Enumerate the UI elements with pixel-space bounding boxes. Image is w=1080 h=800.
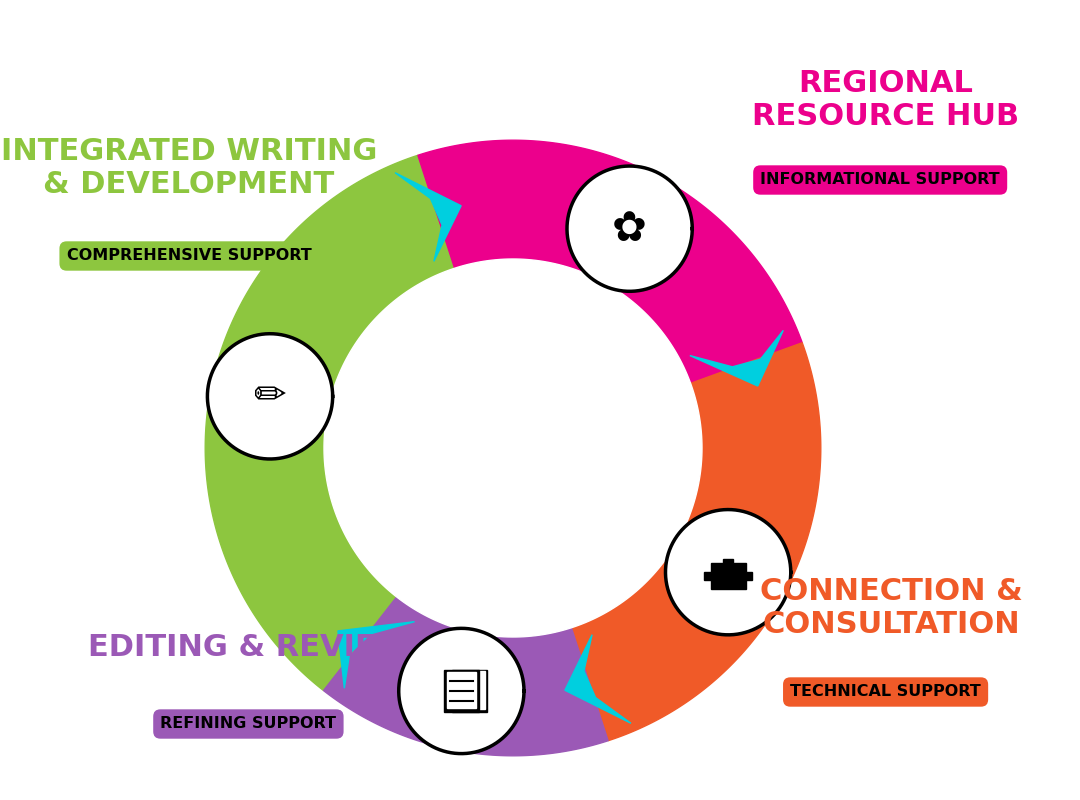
Polygon shape xyxy=(207,334,333,459)
Polygon shape xyxy=(665,510,791,635)
Polygon shape xyxy=(324,597,608,756)
Text: TECHNICAL SUPPORT: TECHNICAL SUPPORT xyxy=(791,685,981,699)
Text: ❤: ❤ xyxy=(728,572,729,573)
Polygon shape xyxy=(571,342,821,741)
Text: REFINING SUPPORT: REFINING SUPPORT xyxy=(161,717,336,731)
Text: COMPREHENSIVE SUPPORT: COMPREHENSIVE SUPPORT xyxy=(67,249,311,263)
Polygon shape xyxy=(453,670,487,712)
Text: INFORMATIONAL SUPPORT: INFORMATIONAL SUPPORT xyxy=(760,173,1000,187)
Text: ✏: ✏ xyxy=(254,378,286,415)
Text: INTEGRATED WRITING
& DEVELOPMENT: INTEGRATED WRITING & DEVELOPMENT xyxy=(1,137,377,199)
Text: ✿: ✿ xyxy=(612,208,647,250)
Polygon shape xyxy=(444,670,478,712)
Polygon shape xyxy=(205,155,455,690)
Polygon shape xyxy=(418,140,802,383)
Polygon shape xyxy=(455,671,485,709)
Polygon shape xyxy=(704,558,752,590)
Text: EDITING & REVIEW: EDITING & REVIEW xyxy=(87,634,409,662)
Polygon shape xyxy=(567,166,692,291)
Polygon shape xyxy=(447,672,475,708)
Polygon shape xyxy=(395,173,461,262)
Polygon shape xyxy=(565,634,631,723)
Text: REGIONAL
RESOURCE HUB: REGIONAL RESOURCE HUB xyxy=(752,69,1020,131)
Polygon shape xyxy=(338,622,415,688)
Polygon shape xyxy=(324,259,702,637)
Text: CONNECTION &
CONSULTATION: CONNECTION & CONSULTATION xyxy=(759,577,1023,639)
Polygon shape xyxy=(399,628,524,754)
Polygon shape xyxy=(690,330,783,386)
